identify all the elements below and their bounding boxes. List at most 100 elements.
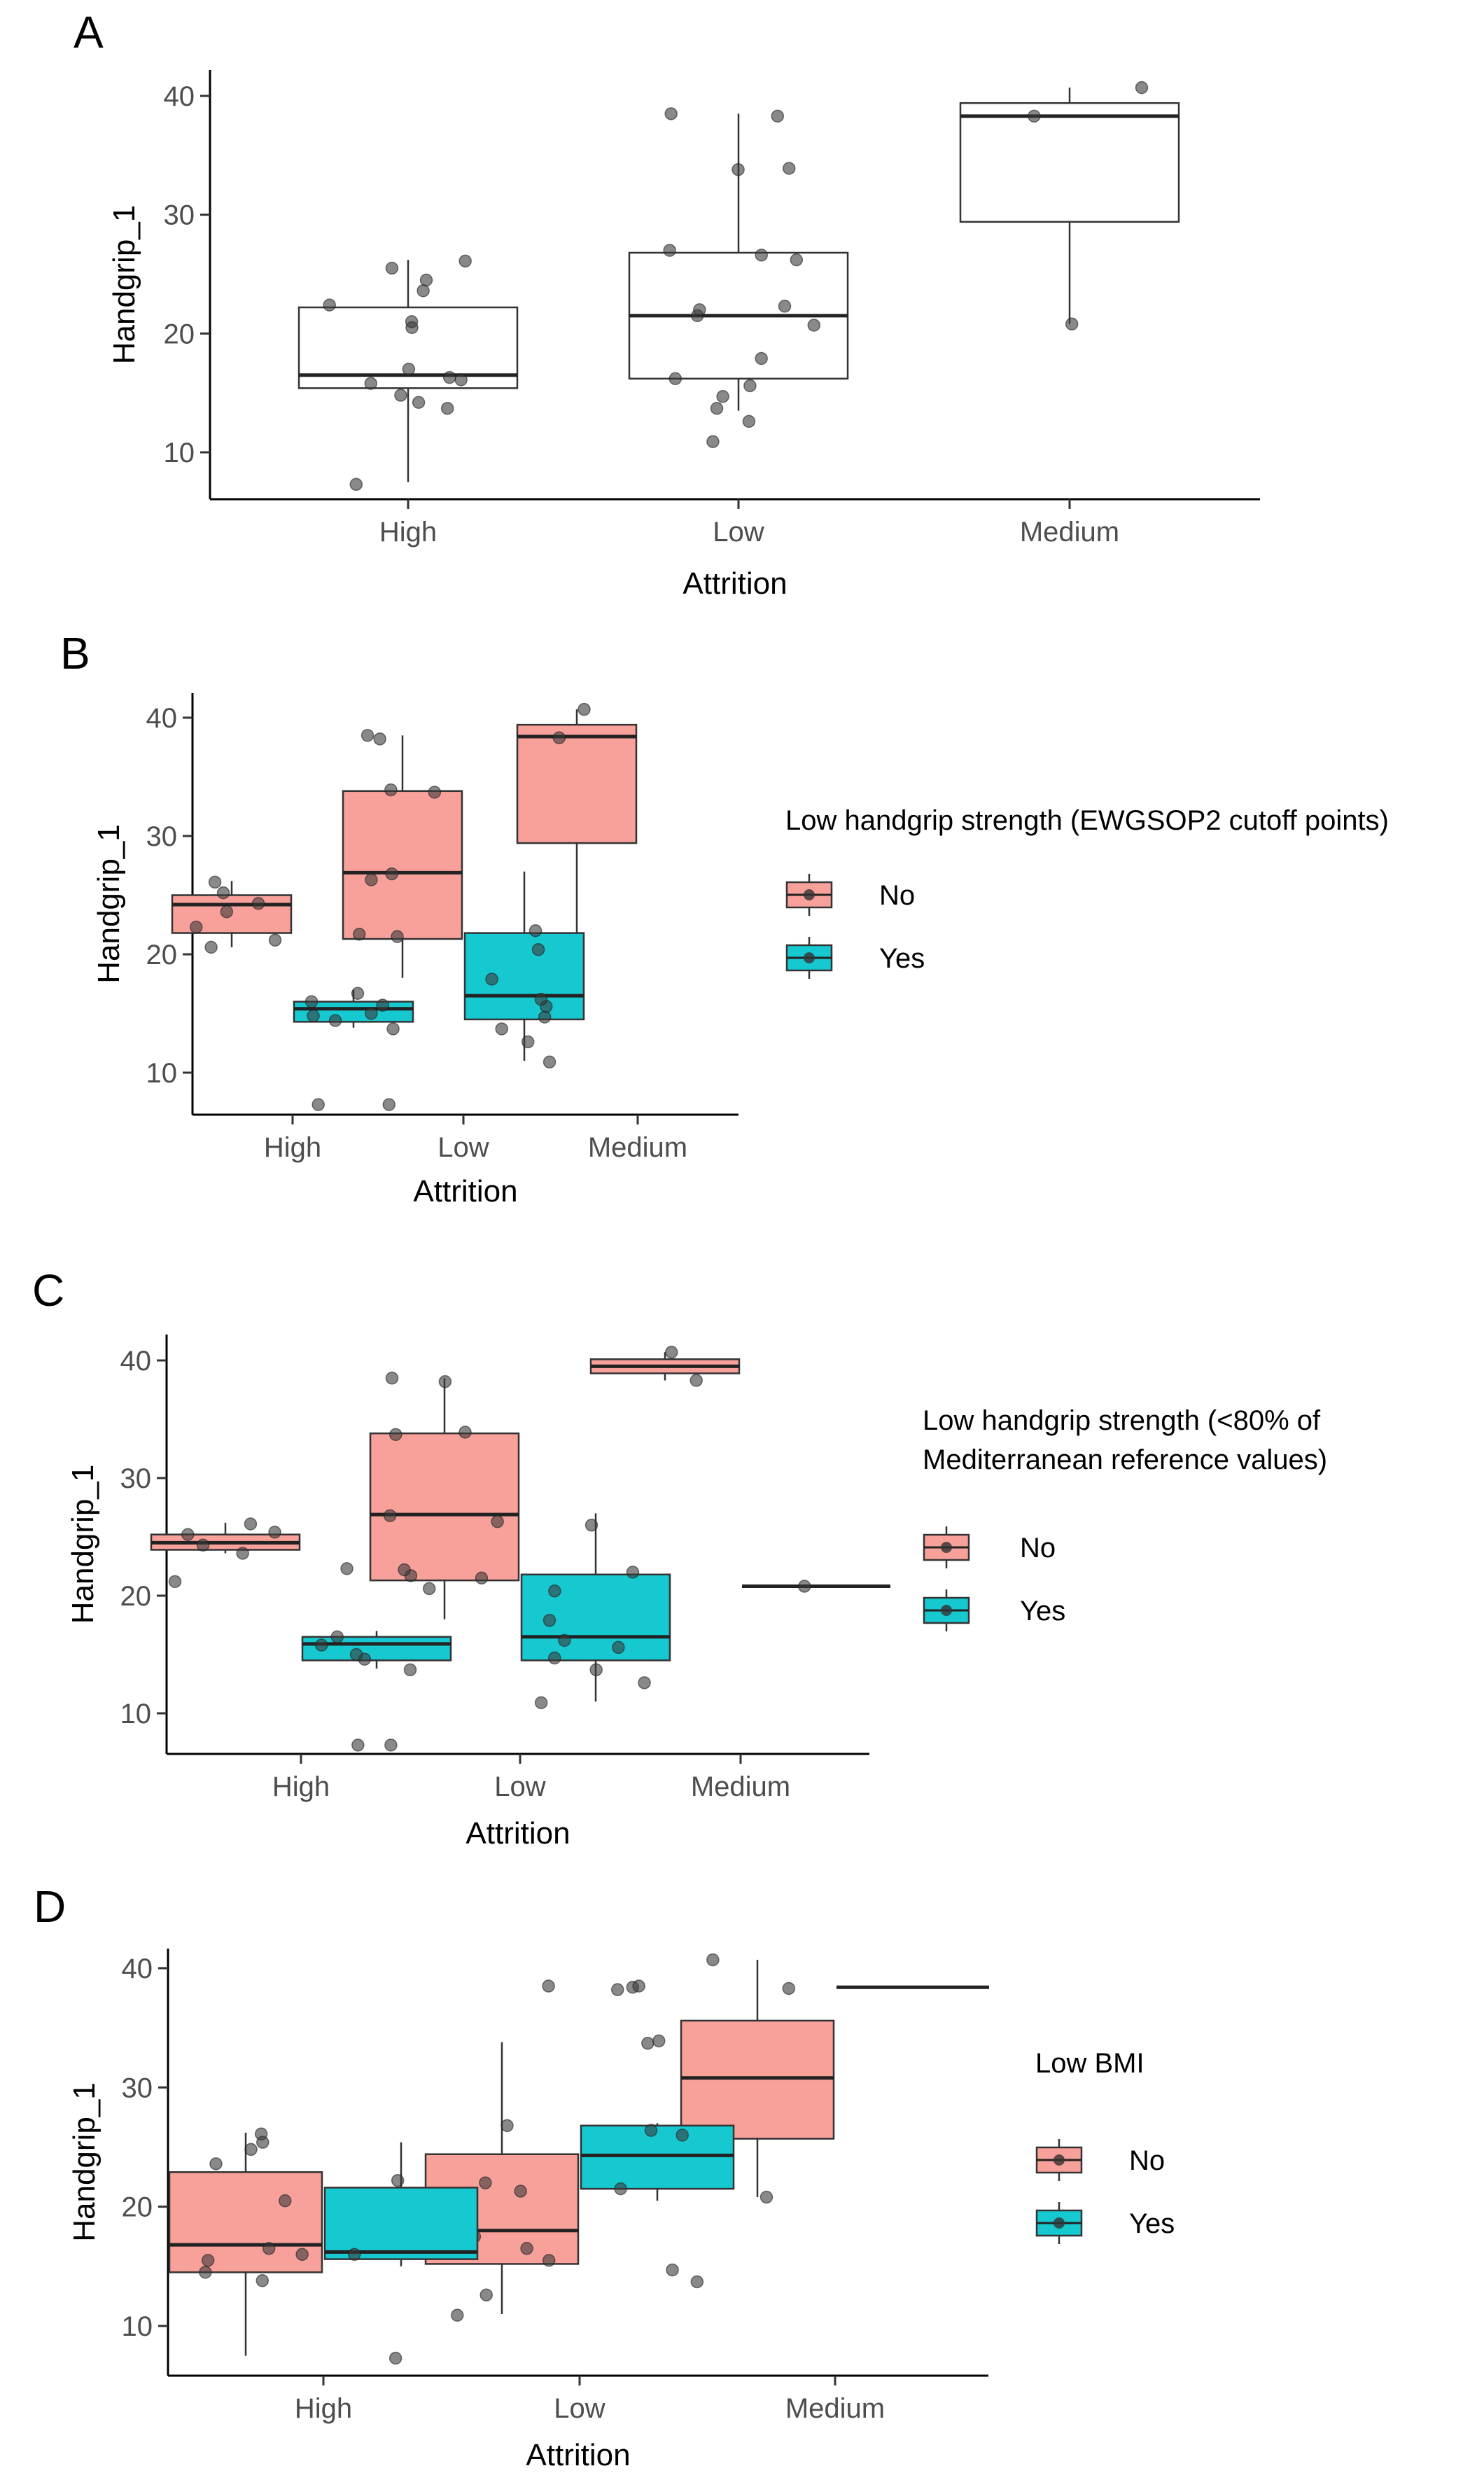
data-point [664, 107, 678, 120]
x-tick-label: High [379, 517, 437, 548]
x-tick-label: Low [494, 1771, 545, 1802]
data-point [208, 875, 222, 889]
panel-c: C 10 20 30 40 High Low Medium Attrition Handgrip_… [32, 1265, 1327, 1851]
data-point [220, 905, 234, 919]
data-point [706, 1953, 720, 1967]
x-tick-label: Low [438, 1132, 489, 1163]
data-point [542, 1614, 556, 1627]
box-yes-high [293, 987, 414, 1111]
data-point [199, 2266, 212, 2279]
data-point [454, 373, 468, 386]
legend-key-point [804, 952, 815, 963]
data-point [385, 867, 398, 881]
x-tick-label: Medium [691, 1771, 790, 1802]
box-body [580, 2124, 735, 2190]
legend-key-point [941, 1542, 952, 1553]
data-point [612, 1640, 625, 1654]
box-no-medium [589, 1345, 741, 1387]
data-point [782, 1981, 796, 1995]
data-point [251, 897, 265, 910]
data-point [383, 1509, 397, 1523]
legend: Low handgrip strength (EWGSOP2 cutoff po… [785, 805, 1389, 979]
data-point [373, 732, 386, 746]
data-point [196, 1538, 210, 1552]
x-tick-label: High [264, 1132, 321, 1163]
legend: Low BMI No Yes [1035, 2048, 1175, 2244]
y-tick-label: 40 [164, 81, 195, 112]
data-point [405, 315, 419, 328]
data-point [668, 372, 682, 386]
legend-key-no [923, 1526, 970, 1568]
data-point [690, 1374, 703, 1387]
data-point [412, 396, 426, 409]
box-body [516, 723, 638, 844]
data-point [584, 1518, 598, 1532]
x-tick-label: Low [713, 517, 764, 548]
data-point [632, 1979, 645, 1993]
box-all-medium [959, 81, 1180, 331]
box-no-high [168, 2127, 323, 2356]
data-point [693, 303, 706, 316]
y-tick-label: 10 [146, 1058, 178, 1089]
legend-key-yes [923, 1589, 970, 1631]
data-point [589, 1663, 603, 1677]
data-point [438, 1374, 452, 1388]
box-body [369, 1432, 520, 1582]
data-point [663, 244, 676, 257]
data-point [348, 2248, 361, 2262]
data-point [479, 2176, 492, 2189]
data-point [315, 1638, 328, 1652]
box-body [301, 1636, 452, 1662]
data-point [419, 273, 433, 287]
legend-label: Yes [1020, 1596, 1065, 1626]
data-point [330, 1630, 344, 1644]
data-point [364, 377, 377, 390]
data-point [644, 2124, 658, 2137]
panel-letter: C [32, 1265, 64, 1316]
box-all-low [628, 107, 849, 448]
data-point [440, 401, 454, 415]
data-point [475, 1571, 489, 1585]
y-axis-title: Handgrip_1 [107, 205, 141, 365]
legend-key-no [1035, 2139, 1083, 2181]
data-point [479, 2288, 493, 2301]
data-point [312, 1098, 325, 1111]
legend-label: No [1020, 1533, 1056, 1563]
box-no-low [424, 1979, 580, 2322]
data-point [391, 930, 404, 943]
data-point [534, 992, 548, 1006]
data-point [365, 1007, 378, 1020]
data-point [403, 1663, 417, 1677]
y-tick-label: 10 [164, 438, 195, 468]
data-point [676, 2129, 689, 2142]
box-yes-high [323, 2142, 479, 2365]
box-yes-medium [742, 1580, 890, 1593]
data-point [755, 249, 768, 262]
data-point [385, 1371, 399, 1385]
data-point [451, 2308, 464, 2322]
y-tick-label: 40 [122, 1953, 153, 1984]
data-point [1028, 109, 1041, 123]
x-axis-title: Attrition [465, 1816, 570, 1851]
legend-title: Low handgrip strength (EWGSOP2 cutoff po… [785, 805, 1389, 836]
data-point [201, 2254, 215, 2267]
y-tick-label: 20 [120, 1581, 152, 1612]
y-tick-label: 20 [146, 940, 178, 970]
y-tick-label: 30 [120, 1463, 152, 1494]
legend-key-point [941, 1605, 952, 1616]
y-tick-label: 20 [122, 2192, 153, 2223]
data-point [495, 1022, 509, 1036]
x-tick-label: High [295, 2393, 352, 2424]
data-point [797, 1580, 811, 1593]
data-point [394, 389, 407, 402]
data-point [442, 370, 456, 384]
y-tick-label: 10 [122, 2311, 153, 2342]
data-point [542, 1055, 556, 1069]
box-no-medium [516, 702, 638, 952]
box-body [680, 2019, 835, 2140]
data-point [402, 362, 416, 376]
data-point [778, 300, 792, 313]
legend-key-point [1054, 2154, 1065, 2166]
data-point [491, 1514, 504, 1528]
data-point [428, 786, 442, 799]
